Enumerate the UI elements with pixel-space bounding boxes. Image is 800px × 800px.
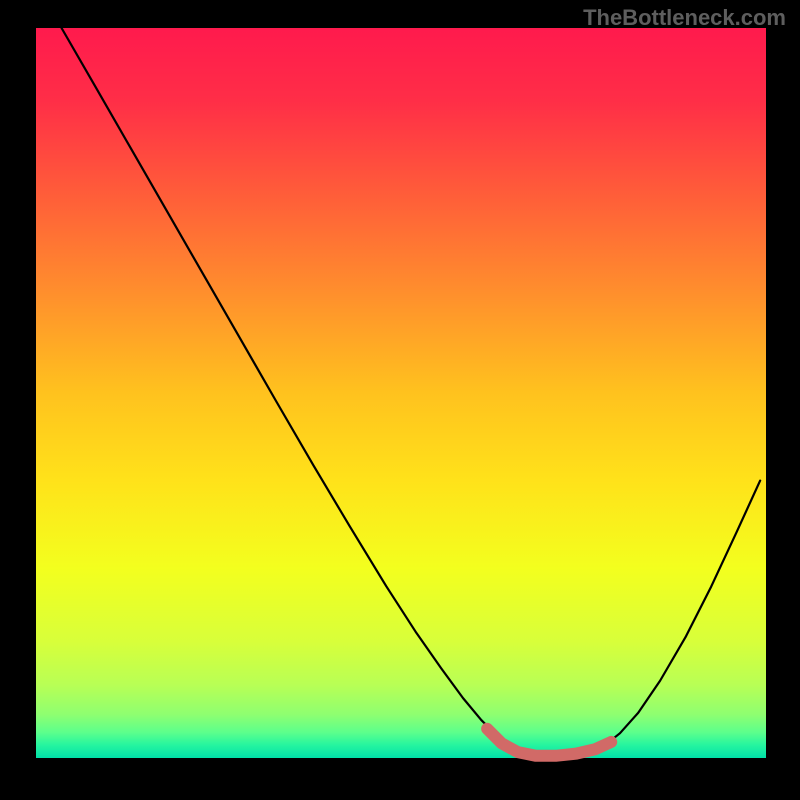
optimal-range-marker — [487, 729, 611, 756]
curve-layer — [36, 28, 766, 758]
bottleneck-curve — [62, 28, 761, 755]
plot-area — [36, 28, 766, 758]
watermark-label: TheBottleneck.com — [583, 5, 786, 31]
stage: TheBottleneck.com — [0, 0, 800, 800]
